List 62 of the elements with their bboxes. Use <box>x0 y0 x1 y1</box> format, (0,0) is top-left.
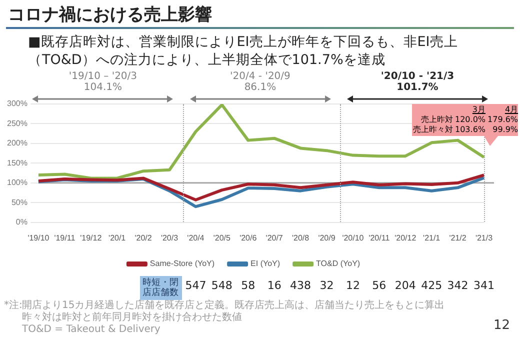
text: *注: <box>4 300 22 312</box>
text: 12 <box>493 318 510 333</box>
x-tick-label: '20/11 <box>368 233 390 242</box>
text: 32 <box>320 279 334 292</box>
text: 4月 <box>504 105 520 115</box>
text: 438 <box>290 279 312 292</box>
text: 開店より15カ月経過した店舗を既存店と定義。既存店売上高は、店舗当たり売上をもとに算出 <box>22 300 445 312</box>
x-tick-label: '20/12 <box>394 233 417 242</box>
text: '19/10 – '20/3 <box>68 71 138 82</box>
text: 56 <box>372 279 386 292</box>
text: 昨々対は昨対と前年同月昨対を掛け合わせた数値 <box>22 312 243 324</box>
text: '20/4 - '20/9 <box>230 71 290 82</box>
text: 179.6% <box>486 115 520 125</box>
x-tick-label: '20/7 <box>266 233 284 242</box>
annotation: 3月 <box>471 105 487 115</box>
text: 16 <box>267 279 282 292</box>
y-tick-label: 300% <box>6 99 28 108</box>
x-tick-label: '21/3 <box>475 233 494 242</box>
annotation: 売上昨々対 <box>412 125 454 135</box>
y-tick-label: 250% <box>6 118 28 128</box>
x-tick-label: '20/6 <box>240 233 258 242</box>
x-tick-label: '20/9 <box>318 233 336 242</box>
x-tick-label: '20/3 <box>160 233 179 242</box>
legend-label: EI (YoY) <box>250 259 280 268</box>
text: '20/10 - '21/3 <box>380 71 454 82</box>
annotation: 120.0% <box>454 115 487 125</box>
text: 548 <box>211 279 232 292</box>
x-tick-label: '19/12 <box>80 233 102 242</box>
text: 425 <box>421 279 442 292</box>
x-tick-label: '19/10 <box>28 233 50 242</box>
x-tick-label: '20/1 <box>108 233 126 242</box>
text: 342 <box>447 279 468 292</box>
x-tick-label: '19/11 <box>54 233 76 242</box>
text: 99.9% <box>492 125 520 135</box>
legend-label: Same-Store (YoY) <box>150 259 215 268</box>
x-tick-label: '20/5 <box>213 233 232 242</box>
chart-title: コロナ禍における売上影響 <box>8 4 212 26</box>
y-tick-label: 200% <box>6 138 28 148</box>
x-tick-label: '20/2 <box>134 233 152 242</box>
y-tick-label: 150% <box>6 158 28 168</box>
chart-subtitle: ■既存店昨対は、営業制限によりEI売上が昨年を下回るも、非EI売上（TO&D）への注力により、上半期全体で101.7%を達成 <box>28 33 459 69</box>
text: 101.7% <box>396 82 440 93</box>
x-tick-label: '20/10 <box>342 233 364 242</box>
text: 341 <box>474 279 494 292</box>
annotation: 103.6% <box>454 125 487 135</box>
x-tick-label: '20/8 <box>292 233 310 242</box>
y-tick-label: 50% <box>11 198 28 207</box>
annotation: 売上昨対 <box>420 115 454 125</box>
text: 58 <box>241 279 256 292</box>
text: 104.1% <box>82 82 124 93</box>
legend-label: TO&D (YoY) <box>316 259 360 268</box>
text: 547 <box>185 279 206 292</box>
x-tick-label: '21/2 <box>449 233 467 242</box>
text: TO&D = Takeout & Delivery <box>22 324 162 336</box>
text: 12 <box>346 279 360 292</box>
x-tick-label: '20/4 <box>187 233 205 242</box>
text: 時短・閉店店舗数 <box>140 276 182 300</box>
text: 86.1% <box>243 82 278 93</box>
y-tick-label: 100% <box>6 178 28 188</box>
x-tick-label: '21/1 <box>423 233 441 242</box>
y-tick-label: 0% <box>16 218 28 227</box>
text: 204 <box>394 279 416 292</box>
